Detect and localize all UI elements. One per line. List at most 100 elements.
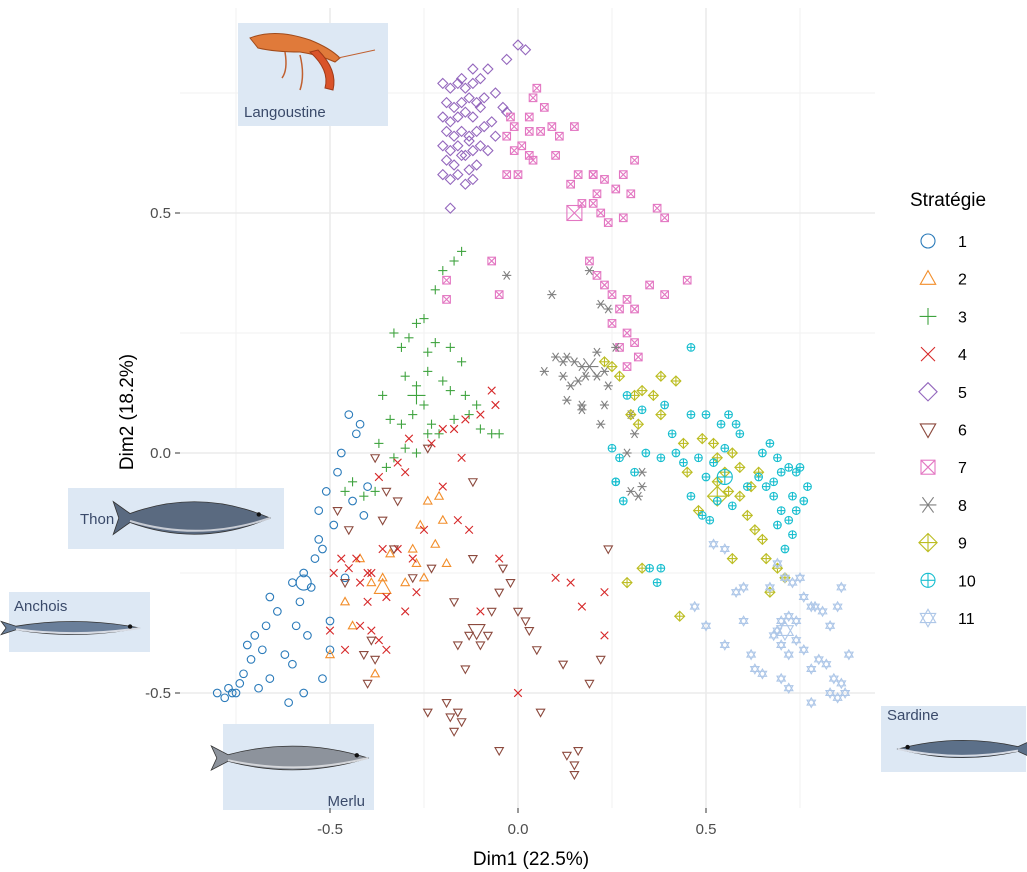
legend-key-1 [920,233,936,249]
marker-shape [467,173,479,186]
picture-label: Thon [80,511,114,528]
marker-shape [607,319,617,328]
marker-shape [843,648,855,658]
data-point [448,101,460,114]
data-point [637,405,647,415]
series-7 [442,83,692,371]
data-point [743,482,752,491]
marker-shape [455,149,468,162]
marker-shape [400,577,411,587]
marker-shape [673,610,686,622]
marker-shape [440,154,453,166]
marker-shape [824,619,836,629]
data-point [716,419,726,429]
data-point [615,453,624,463]
marker-shape [557,660,569,670]
picture-background [881,706,1026,772]
data-point [551,151,560,160]
marker-shape [339,579,351,589]
marker-shape [212,688,222,698]
marker-shape [502,132,511,141]
marker-shape [419,525,429,534]
marker-shape [772,627,783,637]
marker-shape [348,496,357,506]
marker-shape [821,658,832,668]
marker-shape [318,674,327,683]
data-point [456,718,467,728]
data-point [474,72,487,85]
marker-shape [457,453,466,462]
marker-shape [828,672,839,682]
data-point [536,127,545,136]
marker-shape [382,645,391,654]
marker-shape [467,478,479,488]
marker-shape [768,629,779,639]
marker-shape [730,589,742,599]
marker-shape [757,667,768,677]
data-point [261,621,271,631]
data-point [611,184,621,194]
marker-shape [660,213,669,223]
marker-shape [772,557,783,567]
data-point [603,218,613,227]
marker-shape [377,572,388,582]
data-point [348,496,357,506]
marker-shape [730,586,742,596]
data-point [772,624,783,637]
data-point [524,151,534,160]
marker-shape [689,600,700,610]
data-point [502,270,512,280]
data-point [836,581,847,594]
data-point [485,116,498,128]
data-point [839,687,851,699]
data-point [783,610,794,623]
series-8 [502,266,647,501]
marker-shape [288,659,297,669]
marker-shape [239,669,248,679]
data-point [467,173,479,186]
data-point [577,405,587,415]
marker-shape [776,615,787,625]
marker-shape [474,72,487,85]
data-point [757,667,768,680]
marker-shape [366,636,377,646]
data-point [557,660,569,670]
marker-shape [619,213,628,222]
data-point [400,577,411,587]
marker-shape [574,376,582,386]
data-point [351,429,361,439]
langoustine-drawing [249,33,376,91]
marker-shape [503,270,511,280]
data-point [321,487,331,496]
data-point [460,390,470,400]
marker-shape [478,120,490,133]
marker-shape [577,602,587,611]
picture-langoustine: Langoustine [238,23,388,126]
data-point [362,679,373,689]
data-point [596,299,606,309]
marker-shape [452,111,464,123]
data-point [637,467,647,477]
marker-shape [440,96,453,109]
series-3 [340,246,504,501]
data-point [347,477,358,487]
fish-drawing [210,744,370,772]
data-point [722,485,735,498]
marker-shape [524,112,534,122]
data-point [470,96,483,109]
marker-shape [505,579,516,589]
marker-shape [299,688,309,698]
marker-shape [749,665,761,675]
marker-shape [772,624,783,634]
marker-shape [603,218,613,227]
marker-shape [655,370,667,382]
data-point [584,679,595,689]
data-point [626,189,636,199]
legend-title: Stratégie [910,190,986,211]
marker-shape [487,256,496,266]
data-point [734,461,746,474]
marker-shape [776,675,787,685]
series-4 [325,386,609,698]
data-point [448,598,460,608]
marker-shape [491,400,500,410]
